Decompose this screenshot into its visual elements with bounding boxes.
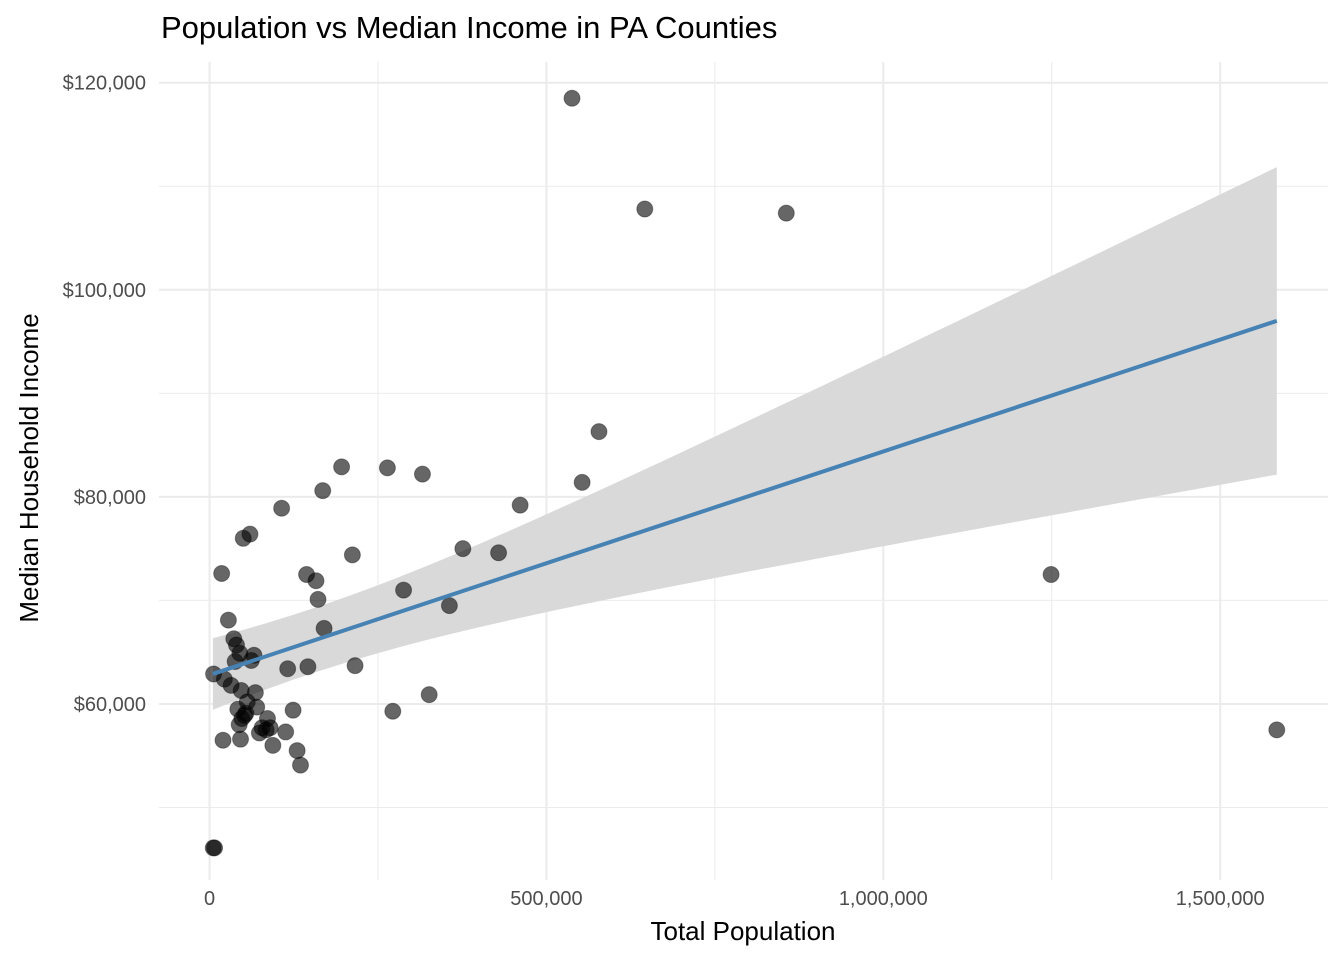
y-tick-label: $80,000 [74,487,146,509]
data-point [333,458,351,476]
data-point [573,473,591,491]
data-point [511,496,529,514]
data-point [279,660,297,678]
data-point [378,459,396,477]
x-tick-label: 0 [204,888,215,910]
data-point [490,544,508,562]
data-point [343,546,361,564]
data-point [590,423,608,441]
data-point [346,657,364,675]
x-tick-label: 500,000 [510,888,582,910]
data-point [288,742,306,760]
data-point [261,719,279,737]
confidence-band [212,167,1277,710]
data-point [206,839,224,857]
trend-line [212,318,1278,676]
data-point [420,686,438,704]
data-point [213,565,231,583]
data-point [232,730,250,748]
data-point [454,540,472,558]
data-point [563,89,581,107]
y-axis-title: Median Household Income [14,313,44,622]
y-tick-label: $120,000 [63,73,146,95]
x-tick-label: 1,000,000 [839,888,928,910]
confidence-band-layer [212,167,1277,710]
x-axis-title: Total Population [650,916,835,946]
data-point [246,684,264,702]
data-point [636,200,654,218]
data-point [214,731,232,749]
trend-line-layer [212,318,1278,676]
x-tick-label: 1,500,000 [1176,888,1265,910]
data-point [307,572,325,590]
data-point [299,658,317,676]
data-point [309,590,327,608]
data-point [219,611,237,629]
data-point [384,702,402,720]
data-point [273,499,291,517]
x-axis-tick-labels: 0 500,000 1,000,000 1,500,000 [204,888,1265,910]
data-point [291,756,309,774]
data-point [248,698,266,716]
data-points [204,89,1286,857]
data-point [1042,566,1060,584]
data-point [264,736,282,754]
data-point [440,597,458,615]
data-point [395,581,413,599]
y-tick-label: $100,000 [63,280,146,302]
data-point [1268,721,1286,739]
data-point [241,525,259,543]
data-point [277,723,295,741]
y-tick-label: $60,000 [74,694,146,716]
y-axis-tick-labels: $60,000 $80,000 $100,000 $120,000 [63,73,146,716]
data-point [413,465,431,483]
data-point [777,204,795,222]
data-point [284,701,302,719]
data-point [314,482,332,500]
chart-title: Population vs Median Income in PA Counti… [161,10,778,45]
